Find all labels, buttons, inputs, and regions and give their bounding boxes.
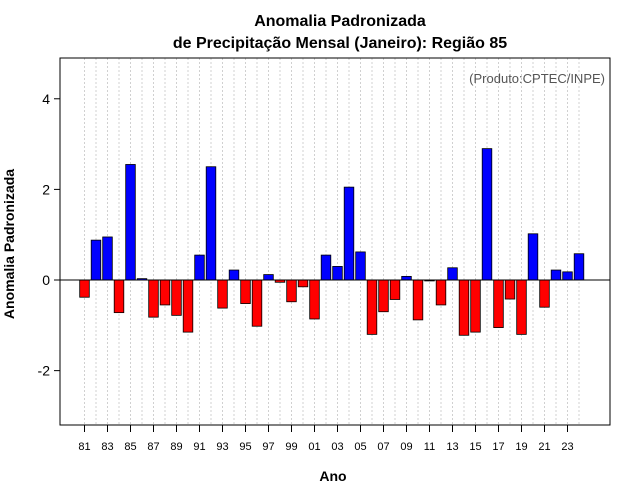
y-axis: -2 0 2 4 <box>38 91 60 379</box>
x-tick-label: 23 <box>561 441 573 453</box>
y-tick-label: 4 <box>42 91 50 107</box>
x-tick-label: 09 <box>400 441 412 453</box>
x-tick-label: 87 <box>147 441 159 453</box>
y-tick-label: 2 <box>42 181 50 197</box>
bar-2003 <box>332 266 343 281</box>
bar-1997 <box>263 274 274 281</box>
bar-2014 <box>458 279 470 336</box>
bar-2006 <box>366 279 378 335</box>
bar-1981 <box>79 279 90 298</box>
chart-title-line2: de Precipitação Mensal (Janeiro): Região… <box>173 35 507 52</box>
x-tick-label: 19 <box>515 441 527 453</box>
x-tick-label: 03 <box>331 441 343 453</box>
bar-2017 <box>493 279 504 328</box>
bar-2004 <box>343 186 355 281</box>
bar-1993 <box>217 279 228 309</box>
bars-group <box>79 148 585 336</box>
x-tick-label: 95 <box>239 441 251 453</box>
bar-2012 <box>435 279 447 306</box>
bar-2002 <box>320 254 332 281</box>
x-tick-label: 07 <box>377 441 389 453</box>
bar-2005 <box>355 251 366 281</box>
grid-lines <box>84 58 580 425</box>
bar-2007 <box>378 279 389 313</box>
bar-2016 <box>481 148 493 281</box>
y-tick-label: -2 <box>38 363 51 379</box>
x-tick-label: 81 <box>78 441 90 453</box>
bar-2001 <box>309 279 320 320</box>
x-tick-label: 01 <box>308 441 320 453</box>
bar-1999 <box>286 279 297 303</box>
bar-1988 <box>159 279 171 306</box>
x-tick-label: 83 <box>101 441 113 453</box>
bar-2022 <box>550 269 562 281</box>
x-tick-label: 17 <box>492 441 504 453</box>
bar-1982 <box>90 239 102 281</box>
x-axis-label: Ano <box>319 468 346 484</box>
bar-2020 <box>527 233 539 281</box>
bar-2008 <box>389 279 401 300</box>
plot-frame <box>59 57 611 426</box>
bar-1990 <box>182 279 194 333</box>
bar-2023 <box>562 271 573 281</box>
bar-1987 <box>148 279 159 318</box>
bar-1985 <box>125 164 136 281</box>
bar-2021 <box>539 279 550 308</box>
bar-1996 <box>251 279 263 327</box>
bar-1989 <box>171 279 182 316</box>
bar-2013 <box>447 267 458 281</box>
bar-1992 <box>205 166 217 281</box>
x-tick-label: 21 <box>538 441 550 453</box>
y-tick-label: 0 <box>42 272 50 288</box>
x-tick-label: 85 <box>124 441 136 453</box>
x-tick-label: 15 <box>469 441 481 453</box>
x-tick-label: 11 <box>424 441 435 453</box>
credit-label: (Produto:CPTEC/INPE) <box>469 71 605 86</box>
chart-title-line1: Anomalia Padronizada <box>254 13 426 30</box>
x-axis: 81 83 85 87 89 91 93 95 97 99 01 03 05 07 09 11 13 15 17 19… <box>78 425 574 453</box>
bar-1984 <box>113 279 125 314</box>
x-tick-label: 99 <box>285 441 297 453</box>
bar-1983 <box>102 236 113 281</box>
bar-2009 <box>401 275 412 281</box>
bar-1994 <box>228 269 240 281</box>
bar-2019 <box>516 279 527 335</box>
x-tick-label: 97 <box>262 441 274 453</box>
x-tick-label: 05 <box>354 441 366 453</box>
bar-1991 <box>194 254 205 281</box>
y-axis-label: Anomalia Padronizada <box>1 169 17 319</box>
x-tick-label: 93 <box>216 441 228 453</box>
x-tick-label: 91 <box>193 441 205 453</box>
bar-1995 <box>240 279 251 304</box>
bar-2015 <box>470 279 481 333</box>
bar-2010 <box>412 279 424 321</box>
x-tick-label: 89 <box>170 441 182 453</box>
bar-2024 <box>573 253 585 281</box>
x-tick-label: 13 <box>446 441 458 453</box>
bar-2000 <box>297 279 309 288</box>
bar-2018 <box>504 279 516 300</box>
